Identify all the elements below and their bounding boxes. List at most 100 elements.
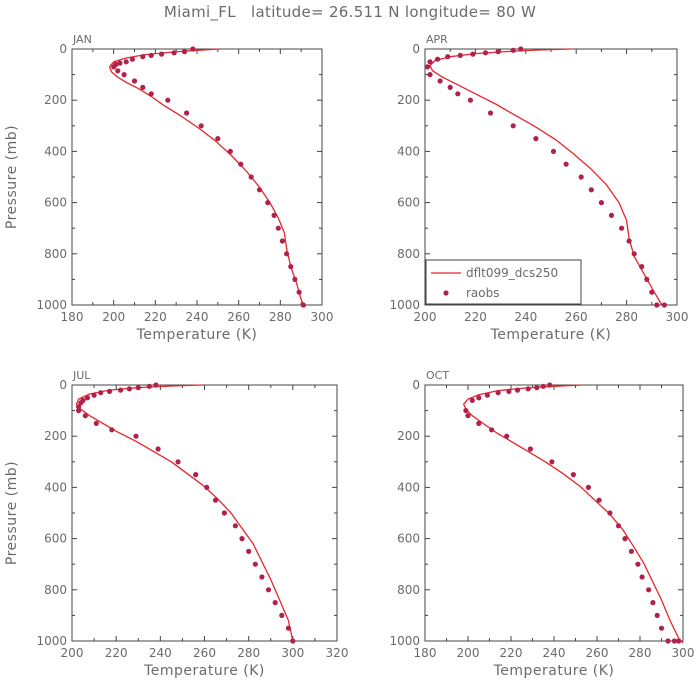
oct-raobs-point xyxy=(506,388,512,394)
oct-raobs-point xyxy=(549,459,555,465)
jul-raobs-point xyxy=(279,612,285,619)
jul-ytick-label: 600 xyxy=(44,532,67,546)
jan-y-axis-title: Pressure (mb) xyxy=(4,125,20,229)
jan-raobs-point xyxy=(117,60,123,66)
jul-raobs-point xyxy=(146,383,152,389)
jul-y-axis-title: Pressure (mb) xyxy=(4,461,20,565)
apr-raobs-point xyxy=(550,148,557,154)
jan-raobs-point xyxy=(165,97,171,103)
oct-raobs-point xyxy=(469,397,475,403)
apr-raobs-point xyxy=(644,276,650,282)
jan-model-line xyxy=(108,48,306,308)
jan-raobs-point xyxy=(129,56,135,62)
jul-raobs-point xyxy=(84,395,91,401)
jan-raobs-point xyxy=(159,51,165,57)
jul-xtick-label: 240 xyxy=(149,646,172,660)
oct-raobs-point xyxy=(495,390,501,396)
jan-raobs-point xyxy=(111,64,117,70)
jan-raobs-point xyxy=(248,174,254,180)
jan-raobs-point xyxy=(215,136,221,142)
oct-raobs-point xyxy=(534,385,540,391)
jul-raobs-point xyxy=(155,446,161,452)
jan-raobs-point xyxy=(181,49,188,55)
apr-raobs-point xyxy=(427,72,433,78)
oct-ytick-label: 200 xyxy=(397,429,420,443)
jul-raobs-point xyxy=(212,497,219,503)
oct-raobs-point xyxy=(540,383,546,389)
apr-raobs-point xyxy=(467,97,473,103)
jul-model-line xyxy=(75,384,294,642)
legend-model-label: dflt099_dcs250 xyxy=(466,266,558,280)
apr-ytick-label: 800 xyxy=(397,247,420,261)
oct-raobs-point xyxy=(658,625,665,631)
jan-xtick-label: 180 xyxy=(61,310,84,324)
jan-raobs-point xyxy=(148,91,154,97)
apr-xtick-label: 240 xyxy=(514,310,537,324)
oct-ytick-label: 400 xyxy=(397,480,420,494)
oct-raobs-point xyxy=(671,638,678,644)
jul-ytick-label: 1000 xyxy=(36,634,67,648)
jul-raobs-point xyxy=(93,420,99,426)
oct-raobs-point xyxy=(504,433,510,439)
jan-x-axis-title: Temperature (K) xyxy=(136,327,258,343)
jul-ytick-label: 800 xyxy=(44,583,67,597)
oct-raobs-point xyxy=(654,612,660,619)
jul-ytick-label: 200 xyxy=(44,429,67,443)
apr-xtick-label: 300 xyxy=(666,310,689,324)
apr-panel-label: APR xyxy=(426,33,448,46)
jan-raobs-point xyxy=(256,187,263,193)
legend-obs-swatch xyxy=(443,290,449,296)
jan-raobs-point xyxy=(123,59,129,65)
jul-raobs-point xyxy=(82,413,88,419)
oct-raobs-point xyxy=(596,497,602,503)
jan-raobs-point xyxy=(171,50,177,56)
apr-raobs-point xyxy=(470,51,476,57)
legend-obs-label: raobs xyxy=(466,286,500,300)
jul-raobs-point xyxy=(252,561,258,567)
apr-raobs-point xyxy=(447,84,453,90)
jan-raobs-point xyxy=(121,72,127,78)
jul-xtick-label: 300 xyxy=(281,646,304,660)
jul-raobs-point xyxy=(272,600,278,606)
jan-plot-frame xyxy=(71,48,323,306)
jul-raobs-point xyxy=(126,386,132,392)
oct-raobs-point xyxy=(514,387,521,393)
jan-raobs-point xyxy=(115,68,121,74)
jan-raobs-point xyxy=(227,148,233,154)
jan-raobs-point xyxy=(140,84,146,90)
oct-xtick-label: 260 xyxy=(586,646,609,660)
oct-raobs-point xyxy=(615,523,622,529)
jan-raobs-point xyxy=(296,289,302,295)
oct-xtick-label: 300 xyxy=(672,646,695,660)
jul-raobs-point xyxy=(91,392,97,398)
jan-raobs-point xyxy=(279,238,285,244)
oct-raobs-point xyxy=(628,548,635,555)
oct-raobs-point xyxy=(639,574,645,580)
oct-xtick-label: 240 xyxy=(543,646,566,660)
jan-xtick-label: 220 xyxy=(144,310,167,324)
apr-raobs-point xyxy=(510,123,516,129)
legend-box xyxy=(425,259,582,305)
oct-raobs-point xyxy=(622,536,628,542)
oct-raobs-point xyxy=(646,587,652,593)
apr-raobs-point xyxy=(533,136,539,142)
apr-raobs-point xyxy=(626,238,632,244)
oct-raobs-point xyxy=(484,392,490,398)
jul-raobs-point xyxy=(285,625,291,631)
apr-raobs-point xyxy=(578,174,584,180)
jan-ytick-label: 200 xyxy=(44,93,67,107)
oct-raobs-point xyxy=(665,638,671,644)
jul-raobs-point xyxy=(239,536,245,542)
oct-ytick-label: 1000 xyxy=(389,634,420,648)
oct-raobs-point xyxy=(676,638,682,644)
jul-raobs-point xyxy=(290,638,296,644)
jan-raobs-point xyxy=(300,302,306,308)
oct-xtick-label: 200 xyxy=(457,646,480,660)
oct-x-axis-title: Temperature (K) xyxy=(493,663,615,679)
jan-raobs-point xyxy=(275,225,281,231)
oct-raobs-point xyxy=(607,510,613,516)
apr-raobs-point xyxy=(631,251,637,257)
apr-ytick-label: 1000 xyxy=(389,298,420,312)
jul-raobs-point xyxy=(76,404,82,410)
oct-ytick-label: 0 xyxy=(412,378,420,392)
